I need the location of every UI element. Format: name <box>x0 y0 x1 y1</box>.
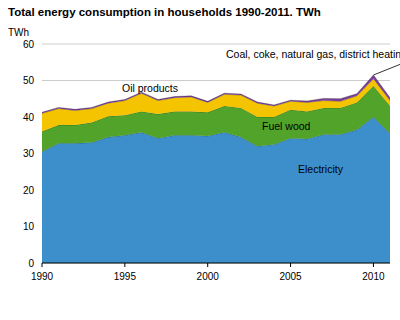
y-tick-label: 40 <box>23 112 35 123</box>
title: Total energy consumption in households 1… <box>8 6 321 18</box>
y-tick-label: 20 <box>23 185 35 196</box>
x-tick-label: 2000 <box>197 271 220 282</box>
x-tick <box>207 263 208 267</box>
legend-label: Electricity <box>298 163 344 175</box>
area-edge <box>42 75 390 112</box>
y-tick-label: 30 <box>23 148 35 159</box>
x-tick <box>42 263 43 267</box>
x-tick <box>373 263 374 267</box>
x-tick-label: 2005 <box>279 271 302 282</box>
legend-label: Coal, coke, natural gas, district heatin… <box>226 48 400 60</box>
y-tick-label: 60 <box>23 39 35 50</box>
plot-area <box>42 75 390 263</box>
x-tick-label: 2010 <box>362 271 385 282</box>
y-tick-label: 10 <box>23 221 35 232</box>
area <box>42 79 390 132</box>
area <box>42 75 390 113</box>
x-tick <box>124 263 125 267</box>
x-tick <box>290 263 291 267</box>
x-axis <box>42 263 390 264</box>
x-tick-label: 1990 <box>31 271 54 282</box>
grid-line <box>42 263 390 264</box>
leader-line <box>373 60 400 75</box>
area-edge <box>42 79 390 114</box>
grid-line <box>42 80 390 81</box>
y-axis-label: TWh <box>8 27 29 38</box>
grid-line <box>42 44 390 45</box>
y-tick-label: 50 <box>23 75 35 86</box>
x-tick-label: 1995 <box>114 271 137 282</box>
chart: Total energy consumption in households 1… <box>0 0 400 320</box>
legend-label: Oil products <box>122 82 178 94</box>
y-tick-label: 0 <box>28 258 34 269</box>
legend-label: Fuel wood <box>262 120 311 132</box>
